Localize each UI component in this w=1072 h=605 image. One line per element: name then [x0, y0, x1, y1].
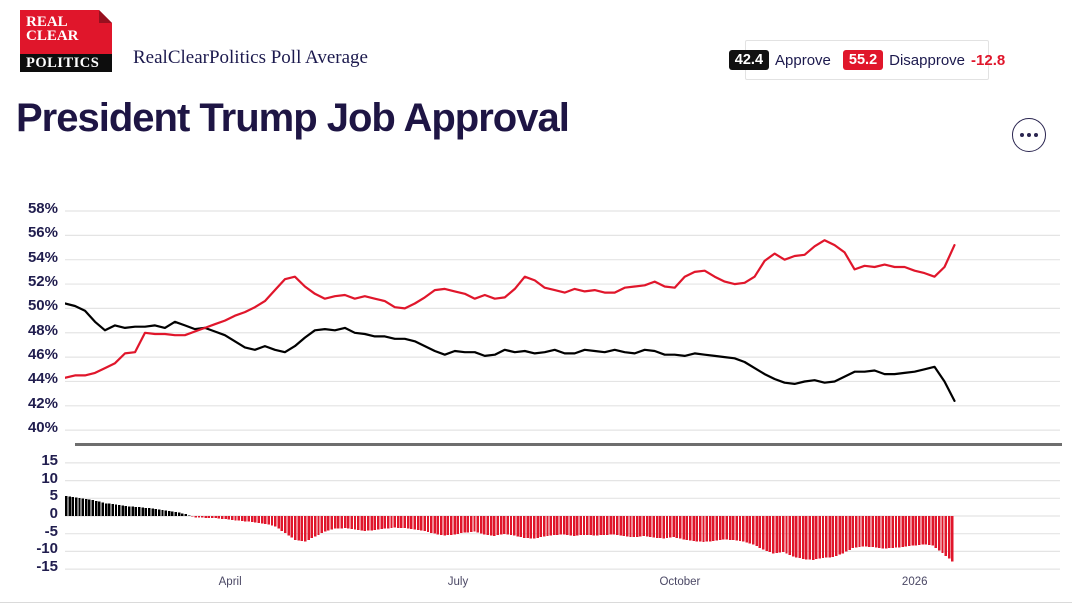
more-options-button[interactable]: [1012, 118, 1046, 152]
line-chart-y-tick: 40%: [27, 419, 58, 437]
logo-line-real: REAL: [26, 14, 68, 30]
line-chart-y-tick: 48%: [27, 321, 58, 339]
page-title: President Trump Job Approval: [16, 96, 570, 140]
x-axis-label: 2026: [901, 576, 928, 588]
bar-chart-y-tick: -10: [36, 540, 58, 558]
poll-average-subtitle: RealClearPolitics Poll Average: [133, 47, 368, 68]
approve-label: Approve: [775, 51, 831, 69]
bottom-divider: [0, 602, 1072, 603]
x-axis-label: April: [218, 576, 242, 588]
approve-value-badge: 42.4: [728, 50, 770, 70]
chart-separator: [75, 443, 1062, 446]
bar-chart-y-tick: 5: [49, 487, 58, 505]
bar-chart-y-tick: 15: [41, 451, 58, 469]
line-chart-y-tick: 46%: [27, 346, 58, 364]
approval-legend: 42.4 Approve 55.2 Disapprove -12.8: [728, 40, 1005, 80]
rcp-logo-red-panel: REAL CLEAR: [20, 10, 112, 54]
x-axis-label: July: [447, 576, 469, 588]
bar-chart-y-tick: 0: [49, 505, 58, 522]
approval-line-chart[interactable]: [65, 203, 1060, 435]
line-chart-y-tick: 56%: [27, 224, 58, 242]
spread-value: -12.8: [971, 51, 1006, 69]
line-chart-y-tick: 58%: [27, 200, 58, 217]
rcp-logo[interactable]: REAL CLEAR POLITICS: [20, 10, 112, 72]
line-chart-y-tick: 42%: [27, 394, 58, 412]
logo-line-politics: POLITICS: [26, 55, 100, 71]
line-chart-y-tick: 52%: [27, 273, 58, 291]
logo-line-clear: CLEAR: [26, 28, 79, 44]
logo-fold-corner: [99, 10, 112, 23]
disapprove-value-badge: 55.2: [842, 50, 884, 70]
line-chart-y-tick: 44%: [27, 370, 58, 388]
rcp-logo-black-panel: POLITICS: [20, 54, 112, 72]
bar-chart-y-tick: 10: [41, 469, 58, 487]
line-chart-y-tick: 54%: [27, 248, 58, 266]
bar-chart-y-tick: -5: [44, 522, 58, 540]
spread-bar-chart[interactable]: [65, 458, 1060, 576]
x-axis-label: October: [659, 576, 701, 588]
line-chart-y-tick: 50%: [27, 297, 58, 315]
ellipsis-icon: [1020, 133, 1024, 137]
disapprove-label: Disapprove: [889, 51, 966, 69]
bar-chart-y-tick: -15: [36, 558, 58, 576]
